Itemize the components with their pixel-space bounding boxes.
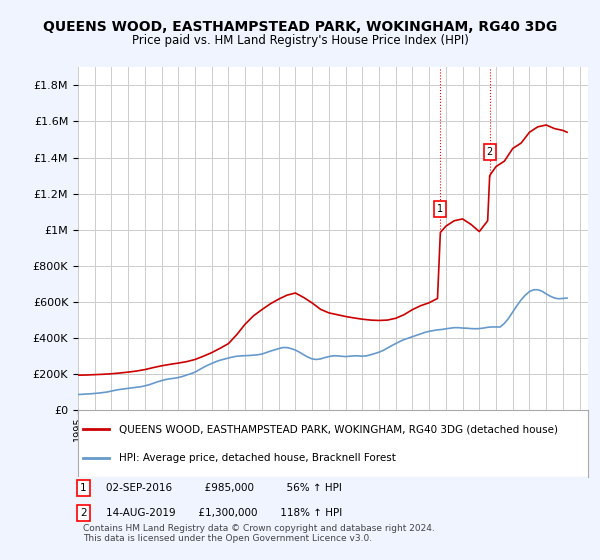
Text: 1: 1 [80,483,86,493]
Text: HPI: Average price, detached house, Bracknell Forest: HPI: Average price, detached house, Brac… [119,453,395,463]
Text: 2: 2 [80,508,86,518]
Text: Price paid vs. HM Land Registry's House Price Index (HPI): Price paid vs. HM Land Registry's House … [131,34,469,46]
Text: 02-SEP-2016          £985,000          56% ↑ HPI: 02-SEP-2016 £985,000 56% ↑ HPI [106,483,342,493]
Text: 2: 2 [487,147,493,157]
Text: Contains HM Land Registry data © Crown copyright and database right 2024.
This d: Contains HM Land Registry data © Crown c… [83,524,435,543]
Text: 1: 1 [437,204,443,214]
Text: QUEENS WOOD, EASTHAMPSTEAD PARK, WOKINGHAM, RG40 3DG (detached house): QUEENS WOOD, EASTHAMPSTEAD PARK, WOKINGH… [119,424,558,434]
Text: 14-AUG-2019       £1,300,000       118% ↑ HPI: 14-AUG-2019 £1,300,000 118% ↑ HPI [106,508,342,518]
Text: QUEENS WOOD, EASTHAMPSTEAD PARK, WOKINGHAM, RG40 3DG: QUEENS WOOD, EASTHAMPSTEAD PARK, WOKINGH… [43,20,557,34]
